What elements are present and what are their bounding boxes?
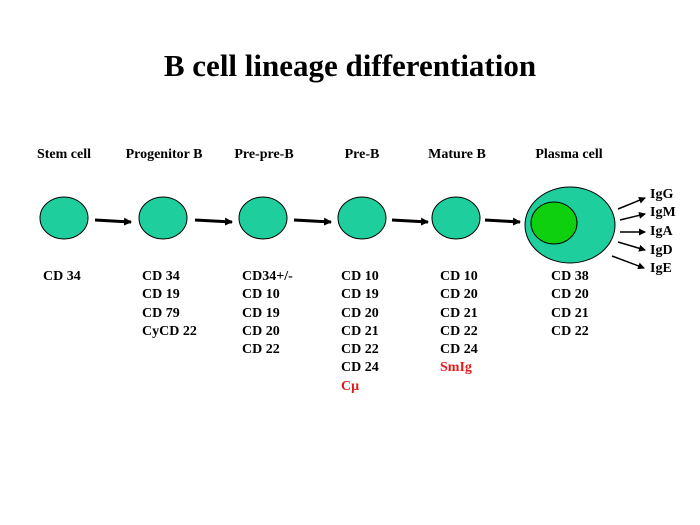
ig-label-igm: IgM <box>650 205 676 220</box>
arrow-to-igg <box>617 197 646 210</box>
marker: CD 38 <box>551 269 589 284</box>
marker: CyCD 22 <box>142 323 197 339</box>
ig-label-igg: IgG <box>650 187 674 202</box>
markers-pre-b: CD 10 CD 19 CD 20 CD 21 CD 22 CD 24 Cμ <box>341 268 379 396</box>
marker: CD 10 <box>341 269 379 284</box>
marker-highlighted: Cμ <box>341 378 360 394</box>
markers-plasma-cell: CD 38 CD 20 CD 21 CD 22 <box>551 268 589 341</box>
markers-stem-cell: CD 34 <box>43 268 81 286</box>
marker: CD 19 <box>242 305 280 321</box>
marker: CD 24 <box>341 360 379 376</box>
mature-b-cell-shape <box>431 196 481 240</box>
arrow-progenitor-to-prepreb <box>194 217 233 226</box>
stage-label-stem-cell: Stem cell <box>36 147 92 162</box>
marker: CD 21 <box>341 323 379 339</box>
marker: CD34+/- <box>242 269 293 284</box>
ig-label-iga: IgA <box>650 224 673 239</box>
marker: CD 21 <box>551 305 589 321</box>
marker: CD 22 <box>242 342 280 358</box>
stage-label-pre-b: Pre-B <box>344 147 380 162</box>
marker-highlighted: SmIg <box>440 360 472 376</box>
marker: CD 20 <box>440 287 478 303</box>
arrow-mature-to-plasma <box>484 217 521 226</box>
stage-label-plasma-cell: Plasma cell <box>535 147 603 162</box>
marker: CD 22 <box>440 323 478 339</box>
markers-progenitor-b: CD 34 CD 19 CD 79 CyCD 22 <box>142 268 197 341</box>
slide-title: B cell lineage differentiation <box>163 48 537 83</box>
marker: CD 20 <box>341 305 379 321</box>
markers-pre-pre-b: CD34+/- CD 10 CD 19 CD 20 CD 22 <box>242 268 293 359</box>
plasma-cell-nucleus <box>530 201 578 245</box>
arrow-to-ige <box>611 255 645 270</box>
marker: CD 20 <box>551 287 589 303</box>
stage-label-pre-pre-b: Pre-pre-B <box>234 147 294 162</box>
stage-label-mature-b: Mature B <box>428 147 486 162</box>
marker: CD 10 <box>242 287 280 303</box>
pre-b-cell-shape <box>337 196 387 240</box>
marker: CD 34 <box>142 269 180 284</box>
progenitor-b-cell-shape <box>138 196 188 240</box>
arrow-to-igm <box>619 211 646 221</box>
stage-label-progenitor-b: Progenitor B <box>125 147 203 162</box>
markers-mature-b: CD 10 CD 20 CD 21 CD 22 CD 24 SmIg <box>440 268 478 378</box>
arrow-to-igd <box>617 241 646 252</box>
marker: CD 24 <box>440 342 478 358</box>
pre-pre-b-cell-shape <box>238 196 288 240</box>
ig-label-ige: IgE <box>650 261 672 276</box>
arrow-prepreb-to-preb <box>293 217 332 226</box>
marker: CD 22 <box>341 342 379 358</box>
arrow-preb-to-mature <box>391 217 429 226</box>
marker: CD 22 <box>551 323 589 339</box>
marker: CD 34 <box>43 269 81 284</box>
marker: CD 79 <box>142 305 180 321</box>
marker: CD 20 <box>242 323 280 339</box>
marker: CD 21 <box>440 305 478 321</box>
ig-label-igd: IgD <box>650 243 673 258</box>
marker: CD 19 <box>142 287 180 303</box>
arrow-stem-to-progenitor <box>94 217 132 226</box>
marker: CD 10 <box>440 269 478 284</box>
stem-cell-shape <box>39 196 89 240</box>
marker: CD 19 <box>341 287 379 303</box>
